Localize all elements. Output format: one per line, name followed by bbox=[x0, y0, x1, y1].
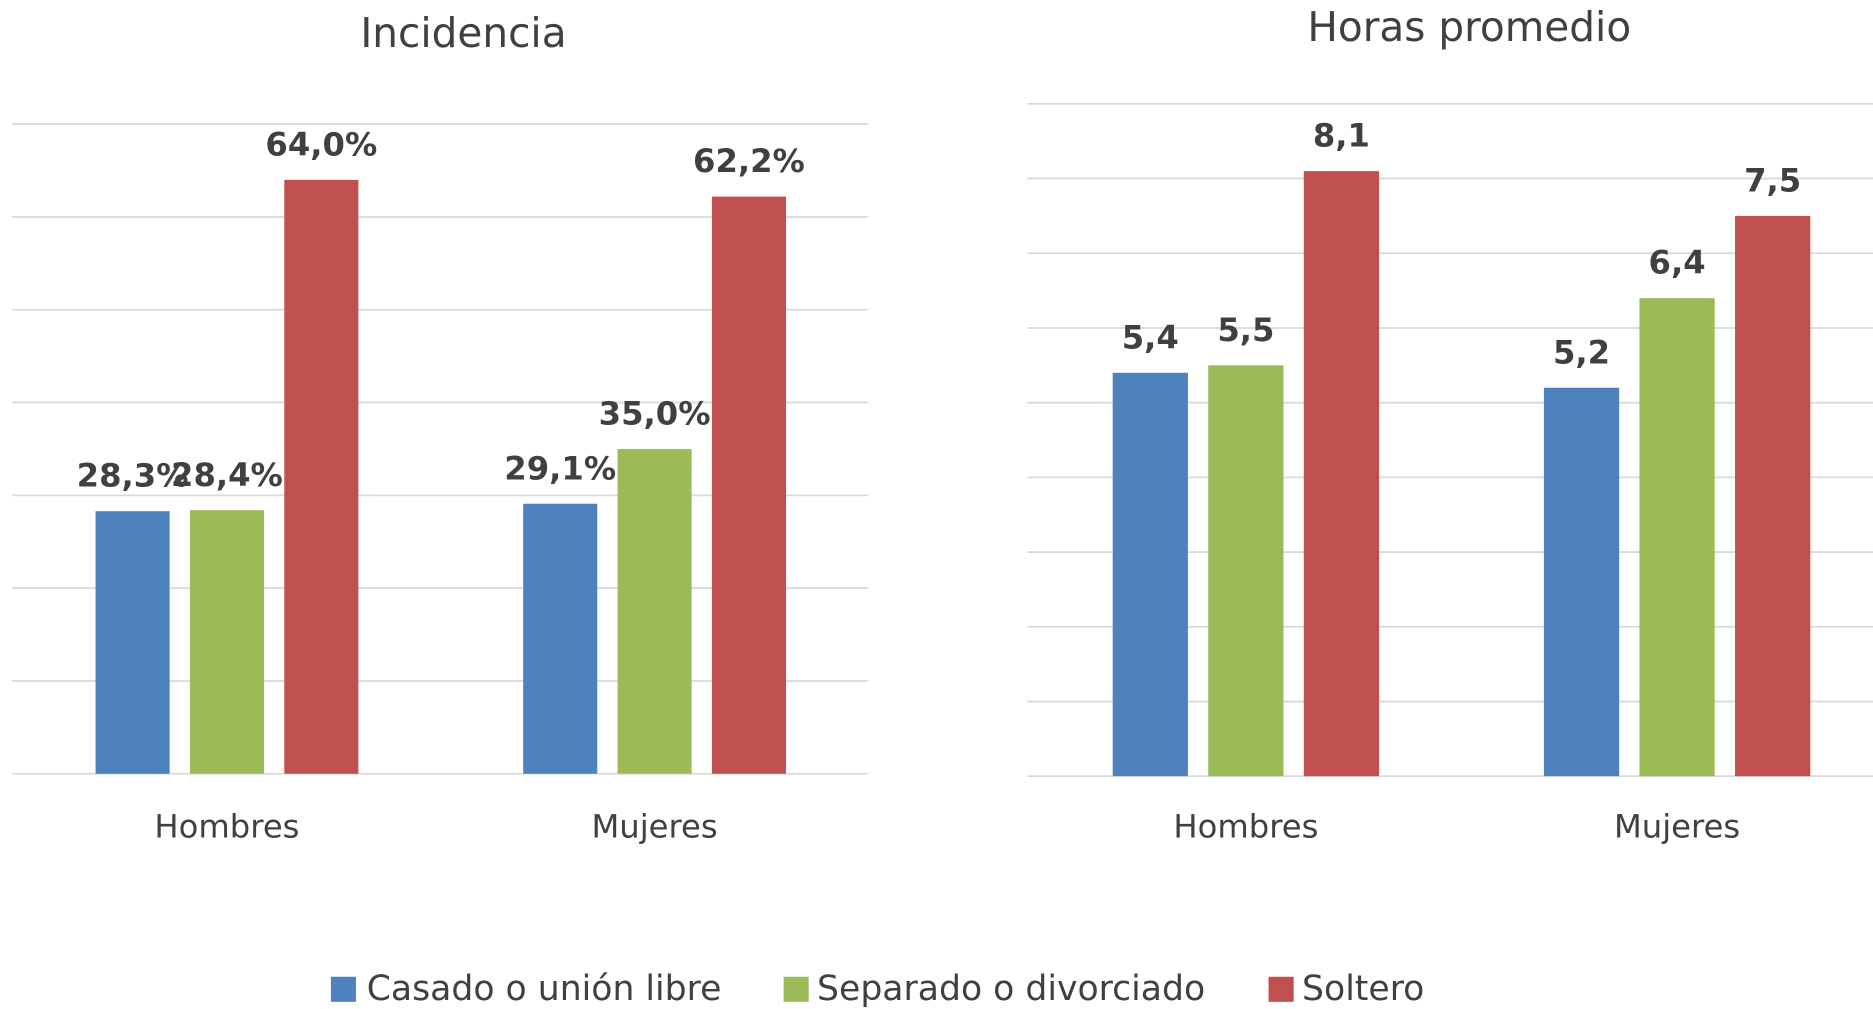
bar bbox=[1543, 387, 1620, 777]
data-label: 6,4 bbox=[1649, 244, 1706, 282]
x-tick-label: Hombres bbox=[154, 808, 299, 846]
bar bbox=[617, 448, 692, 774]
bar bbox=[1303, 171, 1380, 777]
data-label: 62,2% bbox=[693, 142, 805, 180]
data-label: 7,5 bbox=[1744, 161, 1801, 199]
bar bbox=[711, 196, 786, 774]
legend-label: Soltero bbox=[1302, 969, 1424, 1009]
chart-title: Incidencia bbox=[360, 9, 566, 57]
x-tick-label: Mujeres bbox=[591, 808, 717, 846]
chart-title: Horas promedio bbox=[1307, 3, 1631, 51]
bar bbox=[95, 511, 170, 774]
bar bbox=[1735, 215, 1811, 777]
x-tick-label: Mujeres bbox=[1614, 808, 1740, 846]
bar bbox=[284, 179, 359, 774]
data-label: 64,0% bbox=[265, 125, 377, 163]
legend-swatch bbox=[1268, 976, 1294, 1002]
bar bbox=[523, 503, 598, 774]
bar bbox=[189, 510, 264, 774]
bar bbox=[1208, 365, 1284, 777]
legend-label: Casado o unión libre bbox=[367, 969, 722, 1009]
bar bbox=[1112, 372, 1188, 777]
legend-label: Separado o divorciado bbox=[817, 969, 1205, 1009]
data-label: 35,0% bbox=[599, 395, 711, 433]
data-label: 29,1% bbox=[504, 449, 616, 487]
bar bbox=[1639, 298, 1715, 777]
x-tick-label: Hombres bbox=[1173, 808, 1318, 846]
data-label: 5,5 bbox=[1217, 311, 1274, 349]
data-label: 5,2 bbox=[1553, 333, 1610, 371]
data-label: 28,3% bbox=[77, 457, 189, 495]
legend-swatch bbox=[783, 976, 809, 1002]
data-label: 28,4% bbox=[171, 456, 283, 494]
data-label: 5,4 bbox=[1122, 318, 1179, 356]
legend-swatch bbox=[330, 976, 356, 1002]
data-label: 8,1 bbox=[1313, 117, 1370, 155]
